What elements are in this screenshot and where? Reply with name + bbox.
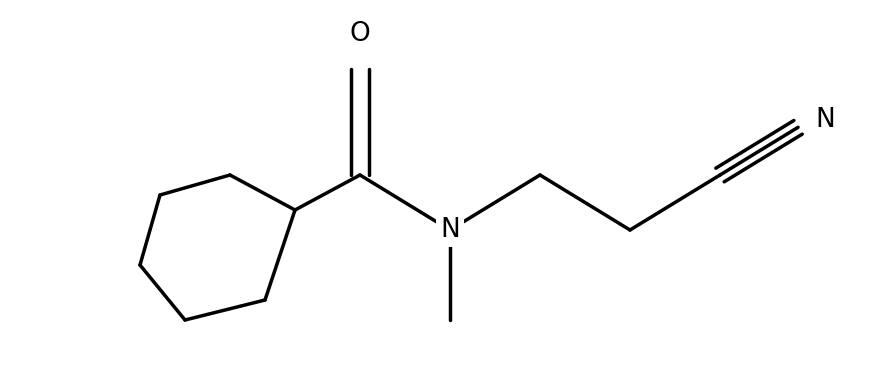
Text: O: O <box>349 21 370 47</box>
Text: N: N <box>815 107 834 133</box>
Text: N: N <box>440 217 460 243</box>
